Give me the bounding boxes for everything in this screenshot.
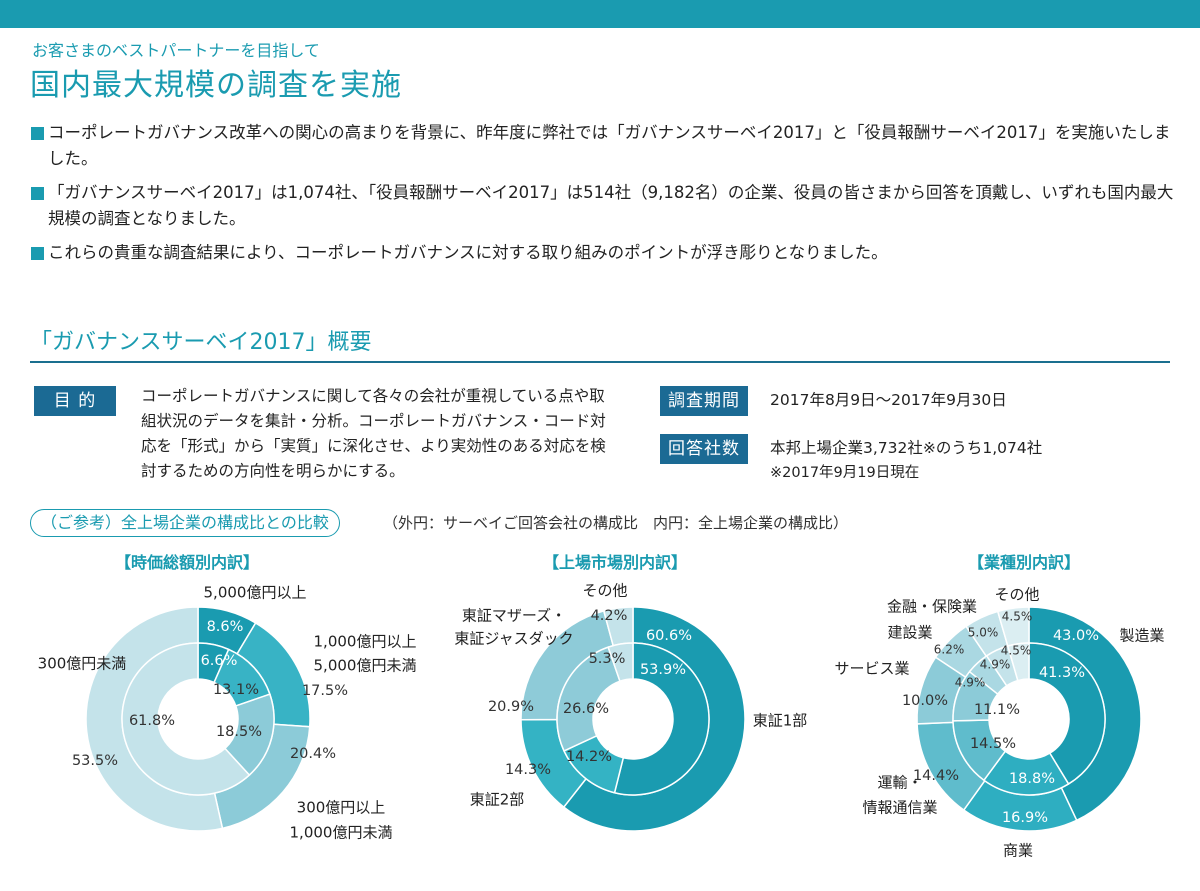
inner-ring-slice — [1028, 642, 1106, 785]
category-label: 300億円以上 — [297, 799, 386, 817]
inner-percent-label: 61.8% — [129, 713, 175, 729]
category-label: 東証1部 — [753, 712, 808, 730]
purpose-text: コーポレートガバナンスに関して各々の会社が重視している点や取組状況のデータを集計… — [141, 387, 606, 480]
chart-title-market-cap: 【時価総額別内訳】 — [115, 553, 260, 572]
inner-percent-label: 18.8% — [1009, 771, 1055, 787]
inner-percent-label: 6.6% — [201, 653, 238, 669]
respondents-text: 本邦上場企業3,732社※のうち1,074社 — [770, 439, 1043, 457]
category-label: 5,000億円未満 — [314, 657, 417, 675]
inner-percent-label: 14.2% — [566, 749, 612, 765]
inner-percent-label: 14.5% — [970, 736, 1016, 752]
outer-percent-label: 14.4% — [913, 768, 959, 784]
page-subtitle: お客さまのベストパートナーを目指して — [32, 41, 320, 60]
inner-ring-slice — [607, 642, 634, 683]
outer-percent-label: 20.4% — [290, 746, 336, 762]
bullet-item: 「ガバナンスサーベイ2017」は1,074社、「役員報酬サーベイ2017」は51… — [30, 180, 1180, 232]
donut-chart-0: 8.6% 17.5% 20.4% 53.5% 6.6% 13.1% 18.5% 61.8% 5,… — [38, 584, 417, 842]
outer-percent-label: 8.6% — [207, 619, 244, 635]
outer-percent-label: 60.6% — [646, 628, 692, 644]
inner-percent-label: 53.9% — [640, 662, 686, 678]
category-label: 金融・保険業 — [887, 598, 977, 616]
donut-chart-1: 60.6% 14.3% 20.9% 4.2% 53.9% 14.2% 26.6% 5.3% 東証… — [454, 582, 807, 832]
bullet-text: 「ガバナンスサーベイ2017」は1,074社、「役員報酬サーベイ2017」は51… — [48, 183, 1174, 228]
bullet-text: コーポレートガバナンス改革への関心の高まりを背景に、昨年度に弊社では「ガバナンス… — [48, 123, 1171, 168]
category-label: 建設業 — [887, 624, 932, 642]
category-label: 商業 — [1003, 842, 1033, 860]
outer-percent-label: 53.5% — [72, 753, 118, 769]
top-bar — [0, 0, 1200, 28]
inner-percent-label: 5.3% — [589, 651, 626, 667]
category-label: 5,000億円以上 — [204, 584, 307, 602]
bullet-square-icon — [31, 127, 44, 140]
category-label: その他 — [994, 586, 1039, 604]
chart-title-listing-market: 【上場市場別内訳】 — [543, 553, 688, 572]
reference-note: （外円：サーベイご回答会社の構成比 内円：全上場企業の構成比） — [383, 514, 849, 532]
inner-percent-label: 41.3% — [1039, 665, 1085, 681]
outer-percent-label: 6.2% — [934, 643, 965, 657]
purpose-tag: 目 的 — [34, 386, 116, 416]
bullet-text: これらの貴重な調査結果により、コーポレートガバナンスに対する取り組みのポイントが… — [48, 243, 888, 262]
category-label: 300億円未満 — [38, 655, 127, 673]
inner-percent-label: 4.9% — [955, 676, 986, 690]
period-tag: 調査期間 — [660, 386, 748, 416]
overview-title: 「ガバナンスサーベイ2017」概要 — [30, 330, 372, 355]
outer-percent-label: 16.9% — [1002, 810, 1048, 826]
inner-percent-label: 13.1% — [213, 682, 259, 698]
category-label: 1,000億円以上 — [314, 633, 417, 651]
inner-ring-slice — [556, 646, 621, 752]
intro-bullets: コーポレートガバナンス改革への関心の高まりを背景に、昨年度に弊社では「ガバナンス… — [30, 120, 1180, 274]
bullet-square-icon — [31, 187, 44, 200]
category-label: 東証2部 — [470, 791, 525, 809]
bullet-item: コーポレートガバナンス改革への関心の高まりを背景に、昨年度に弊社では「ガバナンス… — [30, 120, 1180, 172]
reference-pill: （ご参考）全上場企業の構成比との比較 — [30, 509, 340, 537]
outer-percent-label: 5.0% — [968, 626, 999, 640]
outer-percent-label: 14.3% — [505, 762, 551, 778]
inner-ring-slice — [121, 642, 251, 796]
outer-percent-label: 20.9% — [488, 699, 534, 715]
inner-percent-label: 11.1% — [974, 702, 1020, 718]
period-text: 2017年8月9日～2017年9月30日 — [770, 391, 1007, 409]
inner-percent-label: 18.5% — [216, 724, 262, 740]
inner-percent-label: 4.5% — [1001, 644, 1032, 658]
inner-percent-label: 26.6% — [563, 701, 609, 717]
bullet-item: これらの貴重な調査結果により、コーポレートガバナンスに対する取り組みのポイントが… — [30, 240, 1180, 266]
inner-ring-slice — [613, 642, 710, 796]
category-label: 1,000億円未満 — [290, 824, 393, 842]
category-label: その他 — [582, 582, 627, 600]
outer-percent-label: 4.5% — [1002, 610, 1033, 624]
category-label: 製造業 — [1119, 627, 1164, 645]
outer-percent-label: 17.5% — [302, 683, 348, 699]
category-label: 運輸・ — [877, 774, 922, 792]
category-label: 東証マザーズ・ — [462, 607, 566, 625]
page-title: 国内最大規模の調査を実施 — [30, 68, 402, 103]
category-label: 東証ジャスダック — [454, 630, 573, 648]
category-label: 情報通信業 — [862, 799, 937, 817]
outer-percent-label: 43.0% — [1053, 628, 1099, 644]
respondents-note: ※2017年9月19日現在 — [770, 465, 920, 481]
chart-title-industry: 【業種別内訳】 — [968, 553, 1081, 572]
section-divider — [30, 361, 1170, 363]
donut-chart-2: 43.0% 16.9% 14.4% 10.0% 6.2%5.0%4.5% 41.3% 18.… — [834, 586, 1164, 860]
outer-percent-label: 4.2% — [591, 608, 628, 624]
inner-ring-slice — [1006, 642, 1030, 682]
outer-percent-label: 10.0% — [902, 693, 948, 709]
bullet-square-icon — [31, 247, 44, 260]
respondents-tag: 回答社数 — [660, 434, 748, 464]
inner-percent-label: 4.9% — [980, 658, 1011, 672]
category-label: サービス業 — [834, 660, 909, 678]
